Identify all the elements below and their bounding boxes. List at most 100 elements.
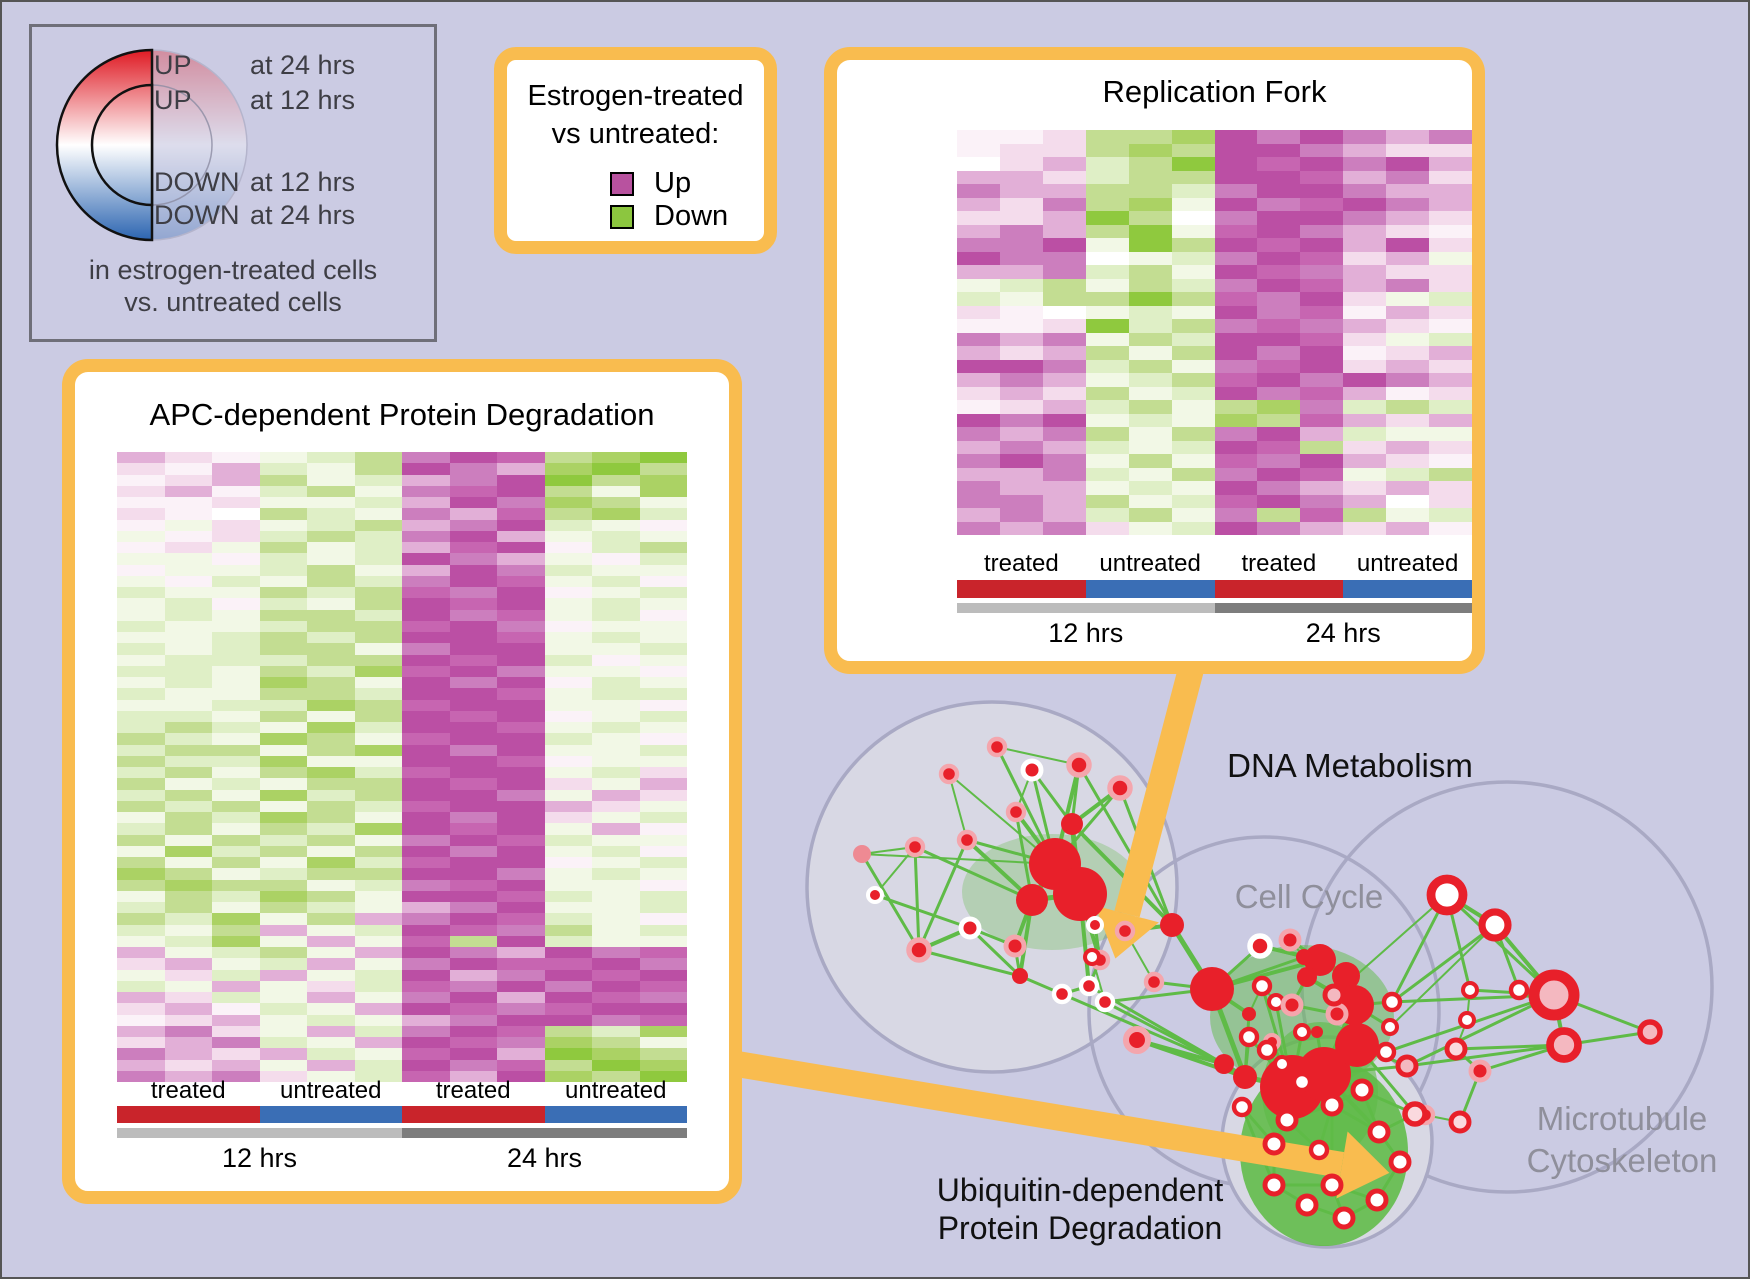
heatmap-cell (639, 665, 687, 677)
heatmap-cell (1257, 508, 1301, 522)
heatmap-cell (1429, 265, 1472, 279)
heatmap-cell (1171, 373, 1215, 387)
heatmap-cell (449, 778, 497, 790)
heatmap-cell (1429, 386, 1472, 400)
heatmap-cell (544, 868, 592, 880)
heatmap-cell (1128, 373, 1172, 387)
heatmap-cell (164, 755, 212, 767)
heatmap-cell (402, 474, 450, 486)
heatmap-cell (164, 530, 212, 542)
heatmap-cell (999, 440, 1043, 454)
heatmap-cell (1042, 278, 1086, 292)
heatmap-cell (592, 587, 640, 599)
heatmap-cell (999, 157, 1043, 171)
heatmap-cell (1214, 454, 1258, 468)
network-node (1016, 884, 1048, 916)
heatmap-cell (307, 542, 355, 554)
heatmap-cell (1128, 170, 1172, 184)
heatmap-cell (1429, 427, 1472, 441)
heatmap-cell (212, 879, 260, 891)
heatmap-cell (117, 530, 165, 542)
heatmap-cell (1128, 481, 1172, 495)
condition-bar-segment (259, 1106, 402, 1123)
network-node (1094, 991, 1116, 1013)
heatmap-cell (1128, 292, 1172, 306)
heatmap-cell (1386, 508, 1430, 522)
heatmap-cell (497, 688, 545, 700)
heatmap-cell (1429, 332, 1472, 346)
heatmap-cell (1214, 305, 1258, 319)
heatmap-cell (544, 575, 592, 587)
condition-labels: treated untreated treated untreated (117, 1077, 687, 1105)
heatmap-cell (402, 722, 450, 734)
heatmap-cell (449, 519, 497, 531)
heatmap-cell (639, 800, 687, 812)
heatmap-cell (1300, 386, 1344, 400)
heatmap-cell (1386, 386, 1430, 400)
heatmap-cell (544, 665, 592, 677)
heatmap-cell (497, 1025, 545, 1037)
heatmap-cell (117, 834, 165, 846)
heatmap-cell (449, 1014, 497, 1026)
heatmap-cell (402, 530, 450, 542)
network-node (1388, 1150, 1412, 1174)
heatmap-cell (449, 665, 497, 677)
heatmap-cell (259, 497, 307, 509)
heatmap-cell (592, 564, 640, 576)
network-node (1375, 1041, 1397, 1063)
heatmap-cell (1128, 413, 1172, 427)
heatmap-cell (639, 969, 687, 981)
heatmap-cell (1300, 427, 1344, 441)
scale-dir-label: UP (154, 85, 192, 115)
heatmap-cell (307, 643, 355, 655)
heatmap-cell (1257, 143, 1301, 157)
heatmap-cell (259, 474, 307, 486)
heatmap-cell (1042, 386, 1086, 400)
heatmap-cell (957, 184, 1000, 198)
heatmap-cell (259, 902, 307, 914)
heatmap-cell (449, 632, 497, 644)
callout-arrow-shaft (734, 1051, 1345, 1178)
heatmap-cell (1214, 373, 1258, 387)
heatmap-cell (307, 969, 355, 981)
heatmap-cell (259, 755, 307, 767)
heatmap-cell (1042, 197, 1086, 211)
heatmap-cell (639, 598, 687, 610)
heatmap-cell (957, 521, 1000, 535)
heatmap-cell (164, 553, 212, 565)
network-node (1005, 801, 1027, 823)
heatmap-cell (497, 474, 545, 486)
heatmap-cell (212, 744, 260, 756)
heatmap-cell (1343, 143, 1387, 157)
network-node (1478, 908, 1512, 942)
heatmap-cell (1300, 278, 1344, 292)
heatmap-cell (449, 733, 497, 745)
scale-time-label: at 12 hrs (250, 85, 356, 115)
heatmap-cell (164, 890, 212, 902)
heatmap-cell (1343, 332, 1387, 346)
heatmap-cell (1171, 130, 1215, 144)
heatmap-cell (164, 935, 212, 947)
heatmap-cell (1042, 373, 1086, 387)
heatmap-cell (402, 665, 450, 677)
heatmap-cell (212, 474, 260, 486)
heatmap-cell (592, 463, 640, 475)
network-node (1003, 934, 1027, 958)
heatmap-cell (957, 494, 1000, 508)
heatmap-cell (402, 879, 450, 891)
heatmap-cell (259, 992, 307, 1004)
heatmap-cell (1042, 521, 1086, 535)
heatmap-cell (544, 733, 592, 745)
heatmap-cell (449, 1048, 497, 1060)
heatmap-cell (1343, 359, 1387, 373)
heatmap-cell (1085, 265, 1129, 279)
heatmap-cell (544, 620, 592, 632)
heatmap-cell (354, 789, 402, 801)
heatmap-cell (164, 564, 212, 576)
heatmap-cell (307, 733, 355, 745)
heatmap-cell (117, 845, 165, 857)
heatmap-cell (1214, 332, 1258, 346)
heatmap-cell (1343, 170, 1387, 184)
network-node (1528, 969, 1580, 1021)
heatmap-cell (259, 1014, 307, 1026)
